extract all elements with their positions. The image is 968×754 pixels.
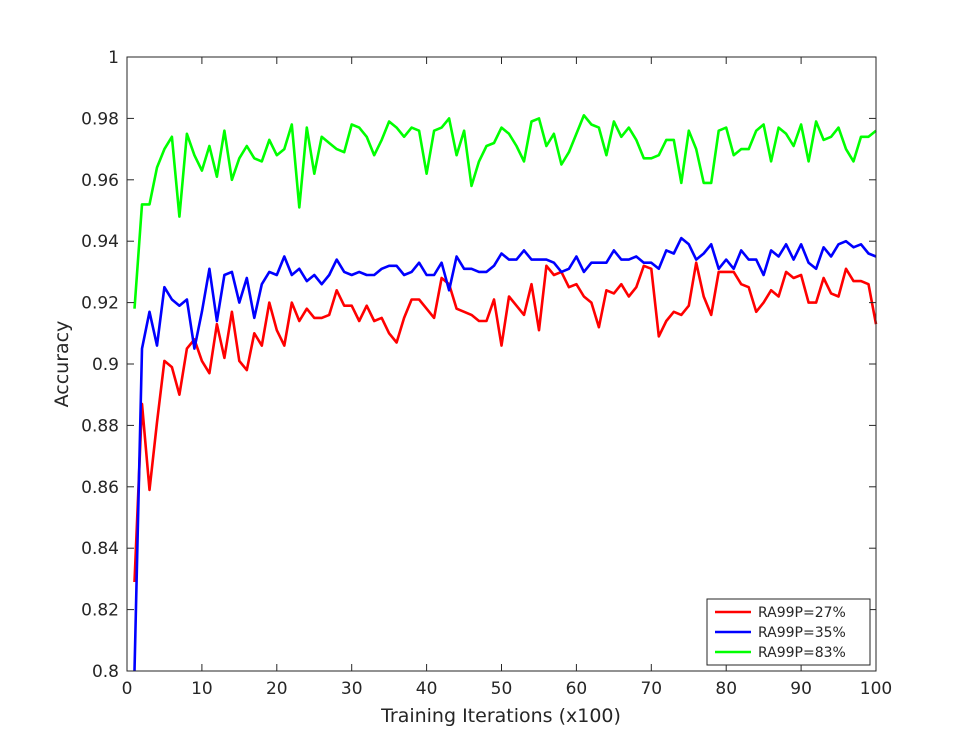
x-tick-label: 60 — [566, 679, 588, 699]
legend-label-2: RA99P=35% — [758, 625, 846, 641]
series-line-2 — [133, 236, 877, 672]
y-tick-label: 0.82 — [81, 601, 119, 621]
y-tick-label: 0.86 — [81, 478, 119, 498]
legend-label-1: RA99P=27% — [758, 605, 846, 621]
y-tick-label: 0.92 — [81, 294, 119, 314]
axes-layer — [126, 56, 877, 672]
x-tick-label: 10 — [191, 679, 213, 699]
x-tick-label: 20 — [266, 679, 288, 699]
x-tick-label: 0 — [122, 679, 133, 699]
y-tick-label: 0.96 — [81, 171, 119, 191]
x-tick-label: 50 — [491, 679, 513, 699]
series-line-3 — [133, 114, 877, 309]
series-line-1 — [133, 261, 878, 583]
x-tick-label: 70 — [640, 679, 662, 699]
y-tick-label: 0.84 — [81, 539, 119, 559]
x-axis-title: Training Iterations (x100) — [380, 705, 621, 727]
x-tick-label: 90 — [790, 679, 812, 699]
y-tick-label: 0.98 — [81, 109, 119, 129]
y-tick-label: 0.9 — [92, 355, 119, 375]
tick-labels: 0 10 20 30 40 50 60 70 80 90 100 0.8 0.82 0.84 0.86 0.8… — [81, 48, 892, 699]
x-tick-label: 100 — [860, 679, 892, 699]
y-tick-label: 1 — [108, 48, 119, 68]
y-axis-title: Accuracy — [51, 321, 73, 408]
y-tick-label: 0.88 — [81, 416, 119, 436]
y-tick-label: 0.8 — [92, 662, 119, 682]
y-tick-label: 0.94 — [81, 232, 119, 252]
x-tick-label: 80 — [715, 679, 737, 699]
plot-background — [127, 57, 876, 671]
legend-label-3: RA99P=83% — [758, 645, 846, 661]
x-tick-label: 30 — [341, 679, 363, 699]
legend: RA99P=27% RA99P=35% RA99P=83% — [706, 598, 871, 666]
x-tick-label: 40 — [416, 679, 438, 699]
series-layer — [133, 114, 878, 672]
